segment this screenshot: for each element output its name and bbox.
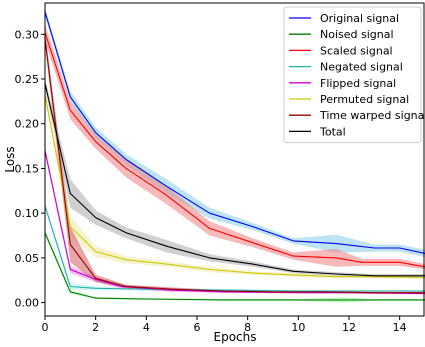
legend-label: Negated signal: [320, 61, 403, 74]
legend: Original signal Noised signal Scaled signa…: [284, 7, 425, 143]
x-tick-label: 12: [342, 321, 356, 334]
y-tick-label: 0.25: [15, 73, 40, 86]
legend-label: Total: [319, 125, 346, 138]
legend-label: Noised signal: [320, 28, 394, 41]
x-tick-label: 2: [92, 321, 99, 334]
legend-label: Scaled signal: [320, 44, 393, 57]
y-tick-label: 0.10: [15, 207, 40, 220]
y-axis-label: Loss: [3, 146, 17, 172]
legend-label: Time warped signal: [319, 109, 425, 122]
x-tick-label: 6: [194, 321, 201, 334]
y-tick-label: 0.05: [15, 252, 40, 265]
y-tick-label: 0.00: [15, 297, 40, 310]
y-tick-label: 0.30: [15, 28, 40, 41]
legend-label: Original signal: [320, 12, 399, 25]
y-tick-label: 0.15: [15, 162, 40, 175]
x-tick-label: 4: [143, 321, 150, 334]
legend-label: Flipped signal: [320, 77, 396, 90]
y-tick-label: 0.20: [15, 118, 40, 131]
x-tick-label: 14: [393, 321, 407, 334]
y-axis-ticks: 0.00 0.05 0.10 0.15 0.20 0.25 0.30: [15, 28, 46, 309]
legend-label: Permuted signal: [320, 93, 409, 106]
x-tick-label: 0: [42, 321, 49, 334]
x-tick-label: 10: [291, 321, 305, 334]
x-axis-label: Epochs: [214, 330, 257, 344]
